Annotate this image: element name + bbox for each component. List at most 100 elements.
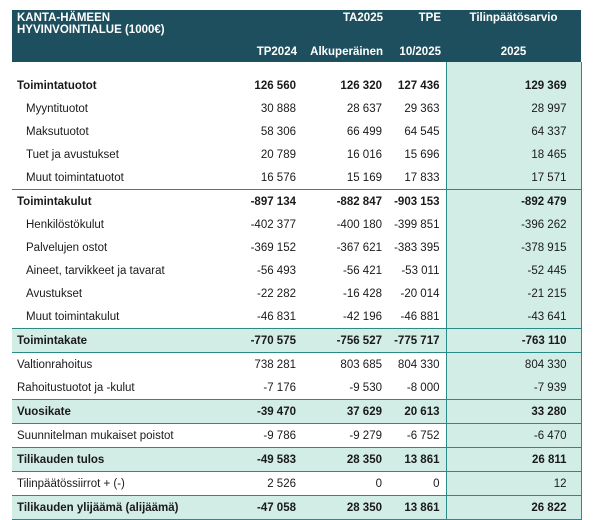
col-header-tpa-line2: 2025 [446,36,581,62]
value-tpe: 29 363 [404,102,440,115]
value-tpa: 17 571 [445,166,582,190]
col-header-tpe-line2: 10/2025 [388,36,446,62]
row-label: Toimintakulut [12,189,216,213]
row-toimintatuotot: Toimintatuotot 126 560 126 320 127 436 1… [12,74,582,97]
value-tpe: 13 861 [388,495,446,520]
row-tuet-ja-avustukset: Tuet ja avustukset 20 789 16 016 15 696 … [12,143,582,166]
row-label: Toimintatuotot [17,79,97,92]
financial-table-container: KANTA-HÄMEEN HYVINVOINTIALUE (1000€) TA2… [12,10,582,520]
value-ta2025: -9 530 [349,381,382,394]
row-label: Myyntituotot [26,102,88,115]
row-tilikauden-tulos: Tilikauden tulos -49 583 28 350 13 861 2… [12,447,582,472]
row-label: Henkilöstökulut [26,218,104,231]
value-tpa: 804 330 [445,352,582,376]
financial-table: KANTA-HÄMEEN HYVINVOINTIALUE (1000€) TA2… [12,10,582,520]
row-label: Aineet, tarvikkeet ja tavarat [26,264,165,277]
value-tpa: 129 369 [445,74,582,97]
value-ta2025: -756 527 [302,328,388,353]
value-tpe: -6 752 [388,423,446,448]
value-tpa: -52 445 [445,259,582,282]
value-tp2024: -56 493 [256,264,296,277]
row-label: Avustukset [26,287,83,300]
value-ta2025: -56 421 [342,264,382,277]
row-label: Valtionrahoitus [12,352,216,376]
row-label: Rahoitustuotot ja -kulut [17,381,135,394]
value-tp2024: -770 575 [216,328,302,353]
value-tpe: 64 545 [404,125,440,138]
row-rahoitustuotot: Rahoitustuotot ja -kulut -7 176 -9 530 -… [12,376,582,400]
row-muut-toimintakulut: Muut toimintakulut -46 831 -42 196 -46 8… [12,305,582,329]
spacer-cell [388,62,446,74]
row-label: Tilikauden tulos [12,447,216,472]
value-ta2025: -9 279 [302,423,388,448]
row-henkilostokulut: Henkilöstökulut -402 377 -400 180 -399 8… [12,213,582,236]
value-tpe: -775 717 [388,328,446,353]
value-ta2025: -16 428 [342,287,382,300]
value-ta2025: 0 [302,471,388,496]
value-tp2024: -47 058 [216,495,302,520]
col-header-tp2024-line2: TP2024 [216,36,302,62]
row-muut-toimintatuotot: Muut toimintatuotot 16 576 15 169 17 833… [12,166,582,190]
value-ta2025: 66 499 [346,125,382,138]
value-tpa: 12 [445,471,582,496]
value-tpa: -763 110 [445,328,582,353]
value-tp2024: 20 789 [260,148,296,161]
value-tpe: 13 861 [388,447,446,472]
col-header-tpa-line1: Tilinpäätösarvio [446,10,581,36]
value-tp2024: 16 576 [260,171,296,184]
value-tpa: -892 479 [445,189,582,213]
value-tp2024: -897 134 [216,189,302,213]
value-ta2025: 37 629 [302,399,388,424]
row-toimintakulut: Toimintakulut -897 134 -882 847 -903 153… [12,189,582,213]
value-tp2024: -46 831 [256,310,296,323]
col-header-ta2025-line1: TA2025 [302,10,388,36]
spacer-row [12,62,582,74]
row-palvelujen-ostot: Palvelujen ostot -369 152 -367 621 -383 … [12,236,582,259]
value-tpa: 26 811 [445,447,582,472]
row-label: Muut toimintatuotot [26,171,124,184]
value-tp2024: 2 526 [216,471,302,496]
value-tp2024: -9 786 [216,423,302,448]
value-tpe: -8 000 [406,381,440,394]
value-tp2024: 30 888 [260,102,296,115]
row-tilinpaatossiirrot: Tilinpäätössiirrot + (-) 2 526 0 0 12 [12,471,582,496]
value-tpe: -383 395 [394,241,440,254]
value-tp2024: -39 470 [216,399,302,424]
value-tpe: 15 696 [404,148,440,161]
value-tpe: 127 436 [397,79,440,92]
value-tp2024: 126 560 [254,79,296,92]
table-header: KANTA-HÄMEEN HYVINVOINTIALUE (1000€) TA2… [12,10,581,62]
row-label: Muut toimintakulut [26,310,120,323]
value-tpa: -378 915 [445,236,582,259]
value-ta2025: 28 350 [302,495,388,520]
value-tpe: 20 613 [388,399,446,424]
value-tpa: 26 822 [445,495,582,520]
value-tp2024: -402 377 [250,218,296,231]
value-tpa: 18 465 [445,143,582,166]
value-ta2025: 16 016 [346,148,382,161]
value-ta2025: 803 685 [302,352,388,376]
col-header-tp2024-line1 [216,10,302,36]
row-label: Vuosikate [12,399,216,424]
value-ta2025: -400 180 [336,218,382,231]
value-ta2025: -367 621 [336,241,382,254]
value-tp2024: 738 281 [216,352,302,376]
value-tpe: 804 330 [388,352,446,376]
row-aineet-tarvikkeet: Aineet, tarvikkeet ja tavarat -56 493 -5… [12,259,582,282]
row-ylijaama: Tilikauden ylijäämä (alijäämä) -47 058 2… [12,495,582,520]
row-label: Tilikauden ylijäämä (alijäämä) [12,495,216,520]
value-tp2024: -22 282 [256,287,296,300]
value-ta2025: -42 196 [342,310,382,323]
row-label: Maksutuotot [26,125,89,138]
value-tpe: 0 [388,471,446,496]
value-tpa: -43 641 [445,305,582,329]
spacer-cell [12,62,216,74]
title-spacer [12,36,216,62]
row-label: Tilinpäätössiirrot + (-) [12,471,216,496]
value-tpa: -396 262 [445,213,582,236]
value-tpa: 33 280 [445,399,582,424]
row-label: Palvelujen ostot [26,241,108,254]
value-tpa: -7 939 [445,376,582,400]
row-label: Tuet ja avustukset [26,148,119,161]
spacer-cell [302,62,388,74]
